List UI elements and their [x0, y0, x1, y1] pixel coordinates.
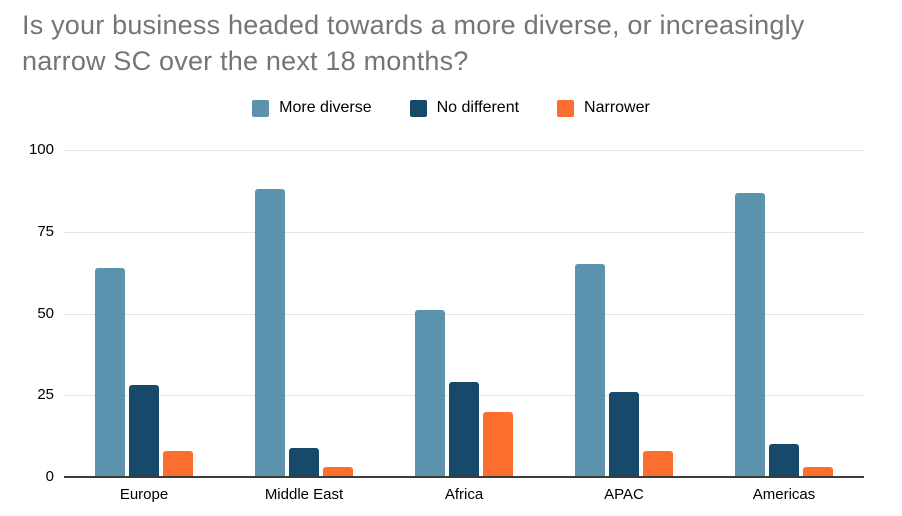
- x-axis-label: Americas: [752, 486, 816, 503]
- no-different-bar: [129, 385, 159, 477]
- legend-label: More diverse: [279, 99, 372, 116]
- legend-item-2: Narrower: [557, 99, 650, 117]
- more-diverse-bar: [255, 189, 285, 477]
- gridline: [64, 231, 864, 233]
- narrower-bar: [803, 467, 833, 477]
- x-axis-label: APAC: [604, 486, 644, 503]
- x-axis-label: Middle East: [264, 486, 344, 503]
- chart-title: Is your business headed towards a more d…: [22, 10, 805, 76]
- legend-item-0: More diverse: [252, 99, 372, 117]
- y-axis-tick-label: 25: [37, 386, 54, 404]
- y-axis-tick-label: 75: [37, 222, 54, 240]
- more-diverse-bar: [735, 192, 765, 477]
- narrower-bar: [163, 450, 193, 477]
- legend: More diverse No different Narrower: [0, 99, 902, 117]
- y-axis-tick-label: 0: [45, 468, 54, 485]
- no-different-bar: [289, 447, 319, 477]
- narrower-bar: [643, 450, 673, 477]
- legend-swatch-icon: [557, 99, 575, 117]
- legend-swatch-icon: [252, 99, 270, 117]
- no-different-bar: [609, 391, 639, 477]
- bar-group-apac: [544, 150, 704, 477]
- no-different-bar: [769, 444, 799, 477]
- legend-label: No different: [436, 99, 520, 116]
- more-diverse-bar: [415, 310, 445, 477]
- x-axis-label: Europe: [119, 486, 169, 503]
- bar-group-americas: [704, 150, 864, 477]
- legend-item-1: No different: [409, 99, 520, 117]
- gridline: [64, 313, 864, 315]
- narrower-bar: [323, 467, 353, 477]
- bar-group-africa: [384, 150, 544, 477]
- bar-group-europe: [64, 150, 224, 477]
- no-different-bar: [449, 382, 479, 477]
- bar-group-middle-east: [224, 150, 384, 477]
- y-axis-tick-label: 50: [37, 304, 54, 322]
- x-axis: Europe Middle East Africa APAC Americas: [64, 486, 864, 503]
- bar-groups: [64, 150, 864, 477]
- more-diverse-bar: [575, 264, 605, 477]
- legend-swatch-icon: [409, 99, 427, 117]
- gridline: [64, 150, 864, 151]
- narrower-bar: [483, 411, 513, 477]
- more-diverse-bar: [95, 267, 125, 477]
- x-axis-label: Africa: [444, 486, 484, 503]
- x-axis-baseline: [64, 476, 864, 478]
- y-axis-tick-label: 100: [28, 141, 54, 158]
- legend-label: Narrower: [584, 99, 650, 116]
